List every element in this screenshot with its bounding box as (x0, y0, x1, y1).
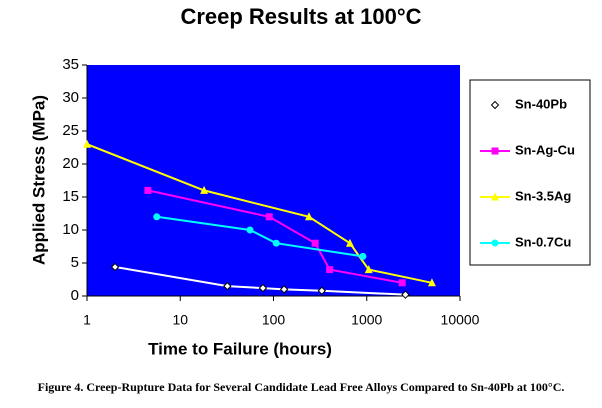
marker (427, 278, 436, 287)
marker (144, 186, 152, 194)
marker (265, 213, 273, 221)
legend-label: Sn-40Pb (515, 96, 567, 111)
x-tick-label: 1 (83, 312, 91, 328)
marker (359, 252, 367, 260)
y-tick-label: 25 (62, 122, 79, 139)
y-tick-label: 15 (62, 188, 79, 205)
marker (317, 286, 327, 295)
y-tick-label: 20 (62, 155, 79, 172)
marker (304, 212, 313, 221)
x-tick-label: 10000 (441, 312, 480, 328)
marker (223, 281, 232, 291)
marker (311, 239, 319, 247)
y-axis-label: Applied Stress (MPa) (29, 95, 48, 265)
marker (364, 265, 373, 274)
marker (326, 266, 334, 274)
marker (272, 239, 280, 247)
marker (279, 285, 289, 294)
marker (491, 147, 499, 155)
y-tick-label: 35 (62, 56, 79, 73)
marker (246, 226, 254, 234)
legend-label: Sn-Ag-Cu (515, 142, 575, 157)
marker (398, 279, 406, 287)
marker (491, 192, 499, 201)
marker (83, 139, 91, 148)
marker (258, 283, 268, 293)
chart-title: Creep Results at 100°C (180, 4, 421, 29)
marker (490, 100, 500, 110)
caption: Figure 4. Creep-Rupture Data for Several… (38, 380, 565, 394)
y-tick-label: 0 (71, 287, 79, 304)
legend-box (469, 79, 591, 266)
x-axis-label: Time to Failure (hours) (148, 339, 332, 358)
marker (401, 290, 410, 299)
y-tick-label: 10 (62, 221, 79, 238)
marker (110, 262, 120, 272)
marker (153, 213, 161, 221)
legend-label: Sn-3.5Ag (515, 188, 571, 203)
marker (200, 185, 209, 194)
series-line (114, 265, 406, 296)
marker (491, 239, 499, 247)
legend-label: Sn-0.7Cu (515, 234, 571, 249)
y-tick-label: 5 (71, 254, 79, 271)
marker (345, 238, 354, 247)
series-line (86, 143, 433, 284)
x-tick-label: 10 (172, 312, 188, 328)
x-tick-label: 100 (262, 312, 286, 328)
series-line (156, 215, 364, 258)
y-tick-label: 30 (62, 89, 79, 106)
x-tick-label: 1000 (351, 312, 382, 328)
plot-area (87, 65, 460, 296)
